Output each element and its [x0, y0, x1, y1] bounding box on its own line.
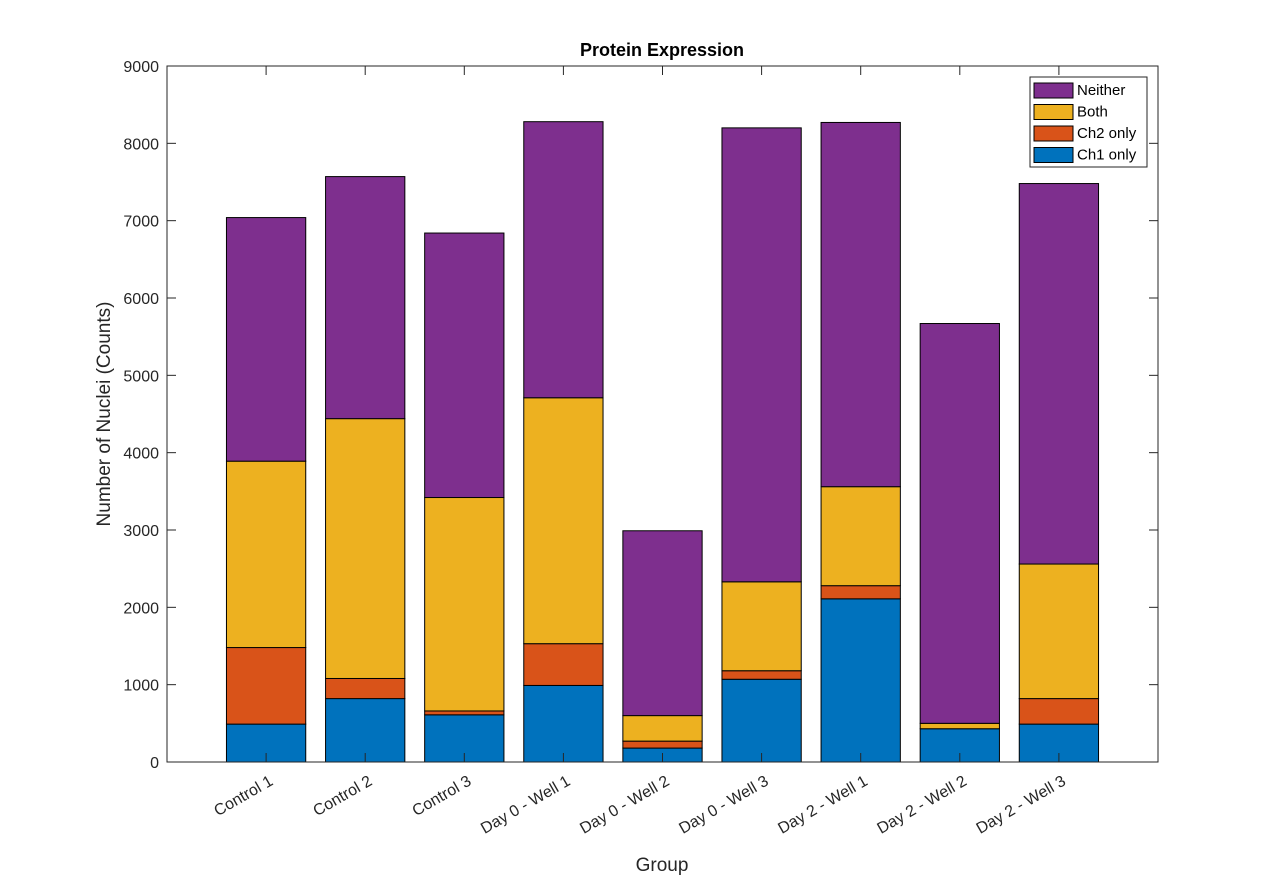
y-tick-label: 6000 [123, 291, 159, 308]
bar-neither-5 [622, 530, 703, 717]
y-axis: 0 1000 2000 3000 4000 5000 6000 7000 8000 9000 [123, 59, 1158, 772]
bar-neither-9 [1018, 183, 1100, 565]
y-tick-label: 1000 [123, 678, 159, 695]
y-tick-label: 0 [150, 755, 159, 772]
bar-both-1 [225, 460, 307, 649]
bar-ch1-only-2 [325, 698, 406, 763]
bar-neither-3 [424, 232, 505, 499]
bar-neither-7 [820, 121, 901, 488]
y-axis-label: Number of Nuclei (Counts) [94, 302, 115, 527]
bar-ch1-only-6 [721, 678, 802, 763]
bar-both-8 [919, 722, 1000, 730]
y-tick-label: 7000 [123, 214, 159, 231]
y-tick-label: 3000 [123, 523, 159, 540]
bar-neither-8 [919, 323, 1000, 724]
legend-label: Neither [1077, 82, 1125, 99]
bar-neither-4 [523, 121, 604, 399]
bar-both-3 [424, 497, 505, 712]
legend-swatch-ch2-only [1033, 125, 1074, 142]
x-axis-label: Group [636, 855, 689, 876]
bar-both-7 [820, 486, 901, 587]
bar-both-4 [523, 397, 604, 645]
bar-ch1-only-7 [820, 598, 901, 763]
legend-swatch-both [1033, 104, 1074, 120]
bars-group [225, 121, 1100, 763]
bar-ch2-only-5 [622, 740, 703, 749]
y-tick-label: 8000 [123, 136, 159, 153]
bar-neither-2 [325, 176, 406, 420]
bar-ch2-only-9 [1018, 698, 1100, 725]
y-tick-label: 9000 [123, 59, 159, 76]
chart-title: Protein Expression [580, 40, 744, 60]
bar-both-6 [721, 581, 802, 672]
legend: Neither Both Ch2 only Ch1 only [1029, 76, 1148, 168]
bar-ch2-only-3 [424, 710, 505, 716]
bar-ch2-only-4 [523, 643, 604, 686]
bar-ch1-only-4 [523, 684, 604, 763]
y-tick-label: 4000 [123, 446, 159, 463]
legend-label: Ch2 only [1077, 125, 1137, 142]
y-tick-label: 5000 [123, 368, 159, 385]
legend-swatch-neither [1033, 82, 1074, 99]
legend-label: Ch1 only [1077, 147, 1137, 164]
bar-both-9 [1018, 563, 1100, 700]
bar-ch2-only-6 [721, 670, 802, 680]
y-tick-label: 2000 [123, 600, 159, 617]
bar-neither-1 [225, 217, 307, 462]
bar-neither-6 [721, 127, 802, 583]
bar-both-2 [325, 418, 406, 679]
legend-swatch-ch1-only [1033, 147, 1074, 163]
legend-label: Both [1077, 104, 1108, 121]
bar-both-5 [622, 715, 703, 742]
bar-ch2-only-2 [325, 677, 406, 700]
bar-ch2-only-7 [820, 585, 901, 600]
bar-ch2-only-1 [225, 647, 307, 725]
